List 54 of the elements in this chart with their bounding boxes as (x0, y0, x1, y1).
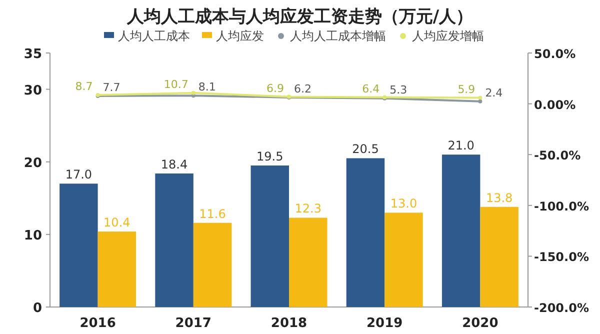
bar (480, 206, 518, 307)
x-tick-label: 2017 (175, 316, 212, 331)
point (478, 99, 482, 104)
data-label: 10.7 (164, 78, 188, 91)
point (478, 96, 482, 100)
bar (155, 173, 194, 307)
data-label: 2.4 (485, 86, 503, 100)
legend-label: 人均人工成本 (118, 29, 190, 43)
data-label: 8.1 (198, 80, 216, 94)
bar (193, 222, 232, 307)
data-label: 13.0 (390, 196, 418, 211)
legend-label: 人均应发增幅 (412, 29, 484, 43)
data-label: 21.0 (448, 138, 474, 153)
data-label: 19.5 (256, 149, 284, 164)
y2-tick-label: -50.0% (534, 148, 581, 163)
data-label: 7.7 (102, 80, 120, 94)
bar (442, 154, 480, 307)
chart-title: 人均人工成本与人均应发工资走势（万元/人） (126, 7, 474, 27)
data-label: 8.7 (75, 80, 93, 93)
y-tick-label: 20 (24, 156, 42, 171)
bar (98, 232, 136, 307)
x-tick-label: 2020 (462, 316, 498, 331)
data-label: 6.2 (294, 82, 312, 96)
y2-tick-label: -150.0% (534, 250, 589, 264)
y2-tick-label: 0.00% (534, 98, 576, 112)
data-label: 17.0 (65, 168, 92, 182)
data-label: 13.8 (486, 190, 513, 205)
legend-label: 人均人工成本增幅 (290, 29, 386, 43)
bar (346, 158, 385, 307)
y-tick-label: 35 (24, 47, 42, 62)
data-label: 20.5 (352, 142, 379, 156)
bar (60, 184, 98, 307)
y-tick-label: 0 (32, 301, 42, 316)
data-label: 10.4 (104, 216, 130, 230)
data-label: 11.6 (199, 206, 226, 221)
y-tick-label: 30 (24, 83, 42, 98)
bar (384, 212, 423, 307)
y2-tick-label: -100.0% (534, 199, 589, 214)
data-label: 12.3 (294, 202, 322, 216)
point (191, 90, 196, 95)
data-label: 6.9 (266, 82, 284, 95)
bar (250, 165, 289, 307)
y2-tick-label: -200.0% (534, 301, 589, 315)
legend-label: 人均应发 (216, 29, 264, 43)
x-tick-label: 2019 (366, 316, 403, 331)
data-label: 6.4 (362, 82, 380, 96)
bar (289, 218, 328, 307)
x-tick-label: 2018 (270, 316, 308, 331)
y-tick-label: 10 (24, 228, 42, 244)
x-tick-label: 2016 (80, 316, 116, 331)
data-label: 18.4 (160, 157, 188, 172)
y2-tick-label: 50.0% (534, 47, 576, 61)
data-label: 5.9 (458, 82, 476, 96)
data-label: 5.3 (390, 83, 408, 96)
